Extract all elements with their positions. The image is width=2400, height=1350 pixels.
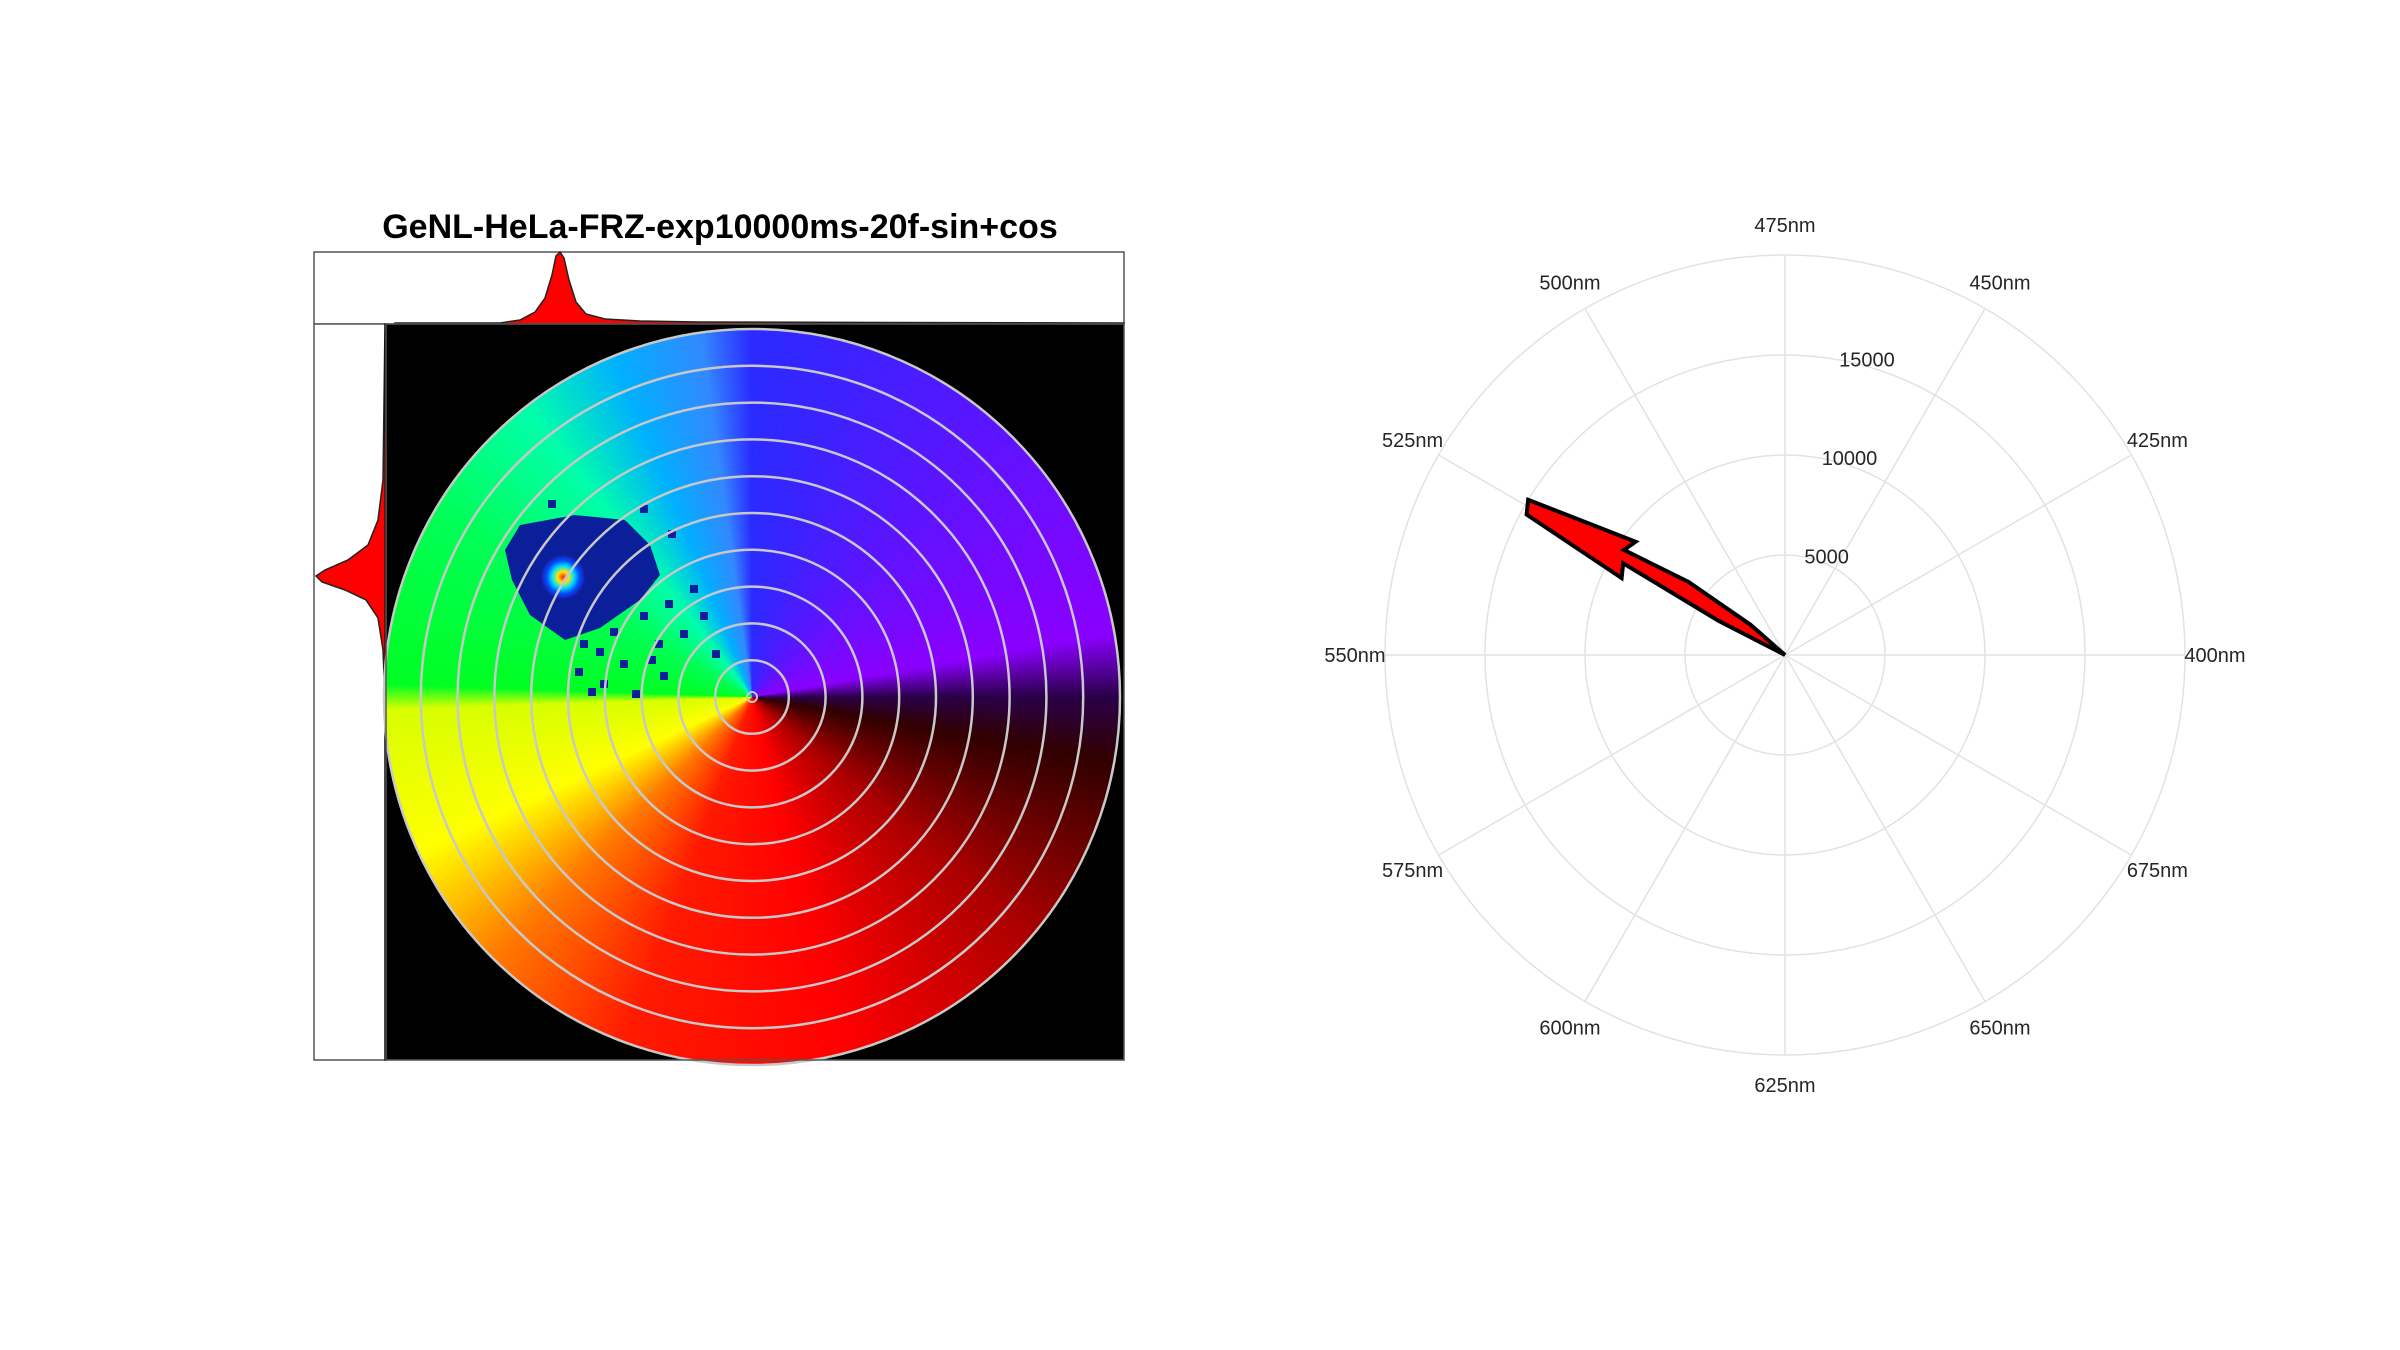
polar-theta-label: 575nm <box>1382 860 1443 882</box>
polar-theta-label: 550nm <box>1324 645 1385 667</box>
polar-r-ticks: 5000 10000 15000 <box>1804 350 1894 569</box>
phasor-ring <box>419 364 1085 1030</box>
polar-r-tick-label: 5000 <box>1804 547 1849 569</box>
polar-spoke <box>1784 654 1986 1002</box>
phasor-heatmap <box>382 323 1125 1067</box>
phasor-ring <box>677 622 827 772</box>
phasor-ring <box>493 438 1011 956</box>
phasor-ring <box>640 585 864 809</box>
chart-title: GeNL-HeLa-FRZ-exp10000ms-20f-sin+cos <box>382 208 1058 246</box>
polar-theta-labels: 400nm 425nm 450nm 475nm 500nm 525nm 550nm 575nm… <box>1324 215 2245 1097</box>
polar-theta-label: 425nm <box>2127 430 2188 452</box>
phasor-ring <box>382 327 1122 1067</box>
cluster-speckle <box>548 500 720 698</box>
polar-theta-label: 650nm <box>1969 1017 2030 1039</box>
polar-theta-label: 675nm <box>2127 860 2188 882</box>
polar-chart: 5000 10000 15000 400nm 425nm 450nm 475nm 500nm… <box>1324 215 2245 1097</box>
polar-theta-label: 625nm <box>1754 1075 1815 1097</box>
polar-spoke <box>1584 308 1786 656</box>
polar-theta-label: 475nm <box>1754 215 1815 237</box>
phasor-ring <box>603 548 901 846</box>
polar-arrow <box>1524 496 1787 657</box>
polar-spoke <box>1784 454 2132 656</box>
polar-grid <box>1384 254 2186 1056</box>
phasor-rings <box>382 327 1122 1067</box>
left-histogram <box>313 323 388 1061</box>
polar-spoke <box>1584 654 1786 1002</box>
top-histogram-peak <box>394 250 1125 325</box>
polar-theta-label: 400nm <box>2184 645 2245 667</box>
phasor-ring <box>713 658 791 736</box>
polar-r-tick-label: 10000 <box>1822 448 1878 470</box>
phasor-ring <box>456 401 1048 993</box>
polar-theta-label: 450nm <box>1969 273 2030 295</box>
polar-r-tick-label: 15000 <box>1839 350 1895 372</box>
top-histogram <box>313 250 1125 325</box>
polar-spoke <box>1784 654 2132 856</box>
compass-arrow <box>1524 496 1787 657</box>
phasor-center <box>746 691 758 703</box>
phasor-ring <box>566 511 938 883</box>
polar-theta-label: 500nm <box>1539 273 1600 295</box>
polar-theta-label: 525nm <box>1382 430 1443 452</box>
phasor-ring <box>529 474 975 920</box>
polar-spoke <box>1438 654 1786 856</box>
polar-theta-label: 600nm <box>1539 1017 1600 1039</box>
polar-spoke <box>1784 308 1986 656</box>
